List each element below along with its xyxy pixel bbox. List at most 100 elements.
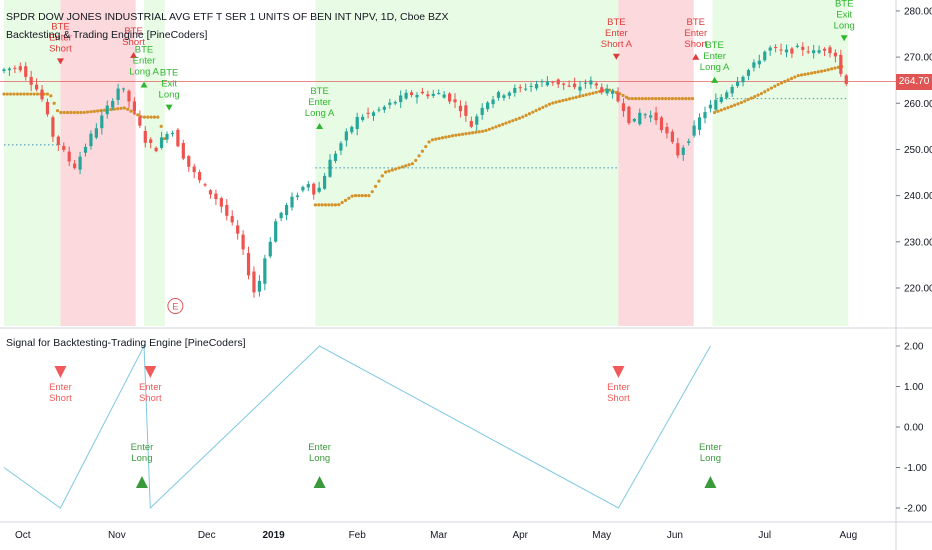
trailing-stop-dot	[759, 91, 764, 96]
candle-body	[371, 112, 376, 116]
trailing-stop-dot	[440, 136, 445, 140]
trailing-stop-dot	[65, 110, 70, 115]
candle-body	[649, 115, 653, 118]
trailing-stop-dot	[820, 69, 824, 73]
trailing-stop-dot	[5, 92, 9, 96]
signal-line	[3, 344, 711, 510]
trailing-stop-dot	[826, 68, 830, 72]
trailing-stop-dot	[813, 70, 817, 75]
trailing-stop-dot	[360, 194, 364, 198]
trailing-stop-dot	[394, 167, 398, 171]
signal-arrow	[711, 76, 719, 83]
candle-body	[181, 143, 185, 159]
signal-label: Enter	[308, 97, 331, 108]
candle-body	[203, 184, 207, 186]
candle-body	[426, 94, 430, 97]
trailing-stop-dot	[687, 97, 691, 101]
candle-body	[774, 47, 778, 49]
candle-body	[529, 85, 533, 87]
trailing-stop-dot	[350, 194, 354, 198]
trailing-stop-dot	[377, 179, 381, 183]
trailing-stop-dot	[763, 90, 767, 94]
candle-body	[121, 88, 126, 90]
candle-body	[763, 51, 767, 61]
candle-body	[13, 67, 17, 69]
earnings-marker-label: E	[172, 302, 178, 312]
trailing-stop-dot	[733, 103, 737, 107]
candle-body	[638, 112, 642, 125]
price-tick-label: 260.00	[904, 99, 932, 110]
candle-body	[447, 93, 452, 102]
trailing-stop-dot	[374, 184, 378, 188]
candle-body	[219, 198, 223, 207]
trailing-stop-dot	[19, 92, 23, 96]
trailing-stop-dot	[647, 97, 651, 101]
enter-short-label: Short	[139, 393, 162, 404]
enter-long-marker	[135, 476, 148, 488]
trailing-stop-dot	[809, 71, 814, 75]
trailing-stop-dot	[474, 130, 478, 134]
candle-body	[839, 54, 843, 74]
signal-tick-label: 0.00	[904, 423, 924, 434]
enter-long-label: Long	[700, 453, 721, 464]
trailing-stop-dot	[467, 131, 471, 135]
trailing-stop-dot	[69, 110, 73, 115]
trailing-stop-dot	[437, 136, 441, 141]
candle-body	[752, 62, 756, 68]
trailing-stop-dot	[756, 93, 760, 97]
trailing-stop-dot	[736, 102, 740, 106]
candle-body	[681, 147, 685, 155]
trailing-stop-dot	[384, 170, 388, 174]
trailing-stop-dot	[363, 194, 368, 198]
candle-body	[507, 92, 511, 96]
trailing-stop-dot	[823, 68, 827, 73]
signal-label: BTE	[124, 26, 142, 37]
trailing-stop-dot	[588, 92, 592, 96]
trailing-stop-dot	[86, 110, 90, 114]
trailing-stop-dot	[554, 100, 558, 104]
trailing-stop-dot	[400, 165, 404, 169]
candle-body	[350, 126, 354, 133]
trailing-stop-dot	[713, 110, 717, 115]
signal-label: Long A	[129, 66, 159, 77]
signal-label: Enter	[605, 28, 628, 39]
short-zone	[60, 0, 136, 326]
trailing-stop-dot	[527, 112, 532, 116]
candle-body	[420, 91, 425, 94]
candle-body	[659, 117, 664, 131]
trailing-stop-dot	[494, 125, 498, 129]
candle-body	[735, 81, 740, 86]
signal-arrow	[612, 53, 620, 60]
candle-body	[556, 79, 560, 85]
candle-body	[502, 95, 506, 98]
earnings-marker[interactable]	[167, 298, 184, 314]
candle-body	[83, 146, 88, 153]
candle-body	[665, 126, 669, 134]
signal-label: BTE	[835, 0, 853, 9]
candle-body	[143, 130, 147, 143]
candle-body	[757, 60, 761, 65]
candle-body	[165, 133, 169, 140]
trailing-stop-dot	[45, 92, 50, 96]
trailing-stop-dot	[159, 124, 163, 128]
price-tick-label: 220.00	[904, 283, 932, 294]
trailing-stop-dot	[544, 104, 548, 108]
candle-body	[442, 94, 446, 98]
signal-label: Enter	[684, 28, 707, 39]
trailing-stop-dot	[414, 158, 418, 163]
candle-body	[828, 47, 832, 54]
enter-short-marker	[54, 366, 67, 378]
candle-body	[719, 97, 723, 103]
trailing-stop-dot	[454, 133, 458, 137]
trailing-stop-dot	[424, 144, 428, 149]
signal-label: BTE	[160, 68, 178, 79]
candle-body	[806, 51, 810, 53]
candle-body	[317, 187, 321, 192]
enter-long-label: Long	[309, 453, 330, 464]
candle-body	[159, 137, 164, 148]
candle-body	[790, 48, 794, 54]
trailing-stop-dot	[507, 120, 511, 124]
candle-body	[545, 81, 549, 86]
enter-short-marker	[612, 366, 625, 378]
